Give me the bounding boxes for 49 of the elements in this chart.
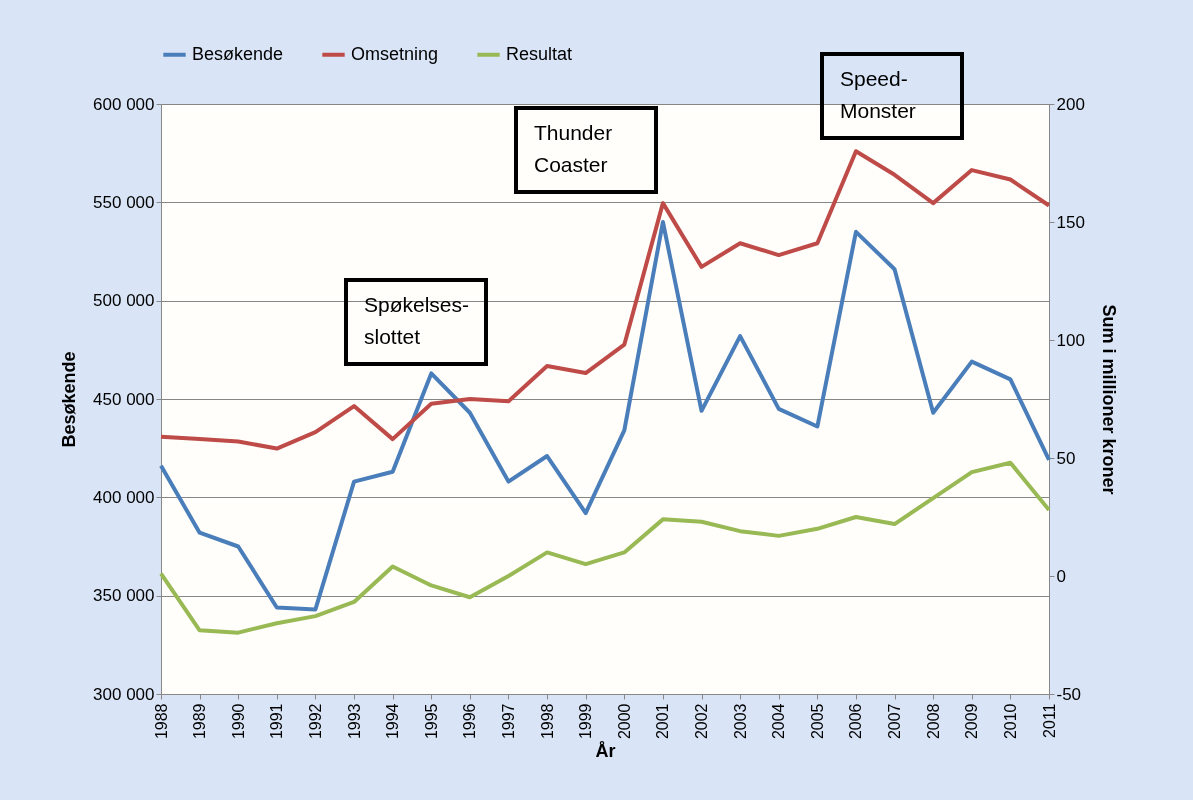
x-axis-title: År (595, 741, 616, 762)
y2-tick-label: -50 (1056, 684, 1082, 704)
legend-label: Resultat (506, 43, 573, 64)
x-tick-label: 2011 (1040, 703, 1058, 738)
x-tick-label: 1999 (577, 703, 595, 740)
line-series (159, 220, 1051, 612)
x-tick-label: 1992 (306, 703, 324, 740)
x-tick-label: 1998 (538, 703, 556, 740)
legend-label: Omsetning (351, 43, 439, 64)
x-tick-label: 2007 (886, 703, 904, 740)
x-tick-label: 2001 (654, 703, 672, 740)
x-tick-label: 1988 (152, 703, 170, 740)
x-tick-label: 2010 (1001, 703, 1019, 740)
y-tick-label: 450 000 (93, 389, 155, 409)
x-tick-label: 2006 (847, 703, 865, 740)
y-tick-label: 350 000 (93, 586, 155, 606)
x-tick-label: 1993 (345, 703, 363, 740)
y2-tick-label: 50 (1056, 448, 1076, 468)
x-tick-label: 2008 (924, 703, 942, 740)
y-tick-label: 300 000 (93, 684, 155, 704)
y2-tick-label: 0 (1056, 566, 1066, 586)
y-tick-label: 400 000 (93, 487, 155, 507)
x-tick-label: 2005 (808, 703, 826, 740)
y-tick-label: 500 000 (93, 291, 155, 311)
x-tick-label: 2002 (693, 703, 711, 740)
y-tick-label: 600 000 (93, 94, 155, 114)
x-tick-label: 2009 (963, 703, 981, 740)
x-tick-label: 1997 (499, 703, 517, 740)
line-series (159, 460, 1051, 635)
x-tick-label: 1990 (229, 703, 247, 740)
x-tick-label: 2004 (770, 703, 788, 740)
annotation: Speed-Monster (840, 67, 916, 122)
line-series (159, 149, 1051, 451)
y2-tick-label: 200 (1056, 94, 1085, 114)
annotation: Thunder Coaster (534, 121, 613, 176)
x-tick-label: 2003 (731, 703, 749, 740)
y-tick-label: 550 000 (93, 192, 155, 212)
x-tick-label: 1989 (191, 703, 209, 740)
annotation: Spøkelses-slottet (364, 293, 470, 348)
y2-tick-label: 100 (1056, 330, 1085, 350)
x-tick-label: 1996 (461, 703, 479, 740)
x-tick-label: 2000 (615, 703, 633, 740)
legend-label: Besøkende (192, 43, 284, 64)
x-tick-label: 1994 (384, 703, 402, 740)
y2-axis-title: Sum i millioner kroner (1098, 304, 1119, 495)
x-tick-label: 1991 (268, 703, 286, 740)
y2-tick-label: 150 (1056, 212, 1085, 232)
y-axis-title: Besøkende (59, 351, 80, 448)
x-tick-label: 1995 (422, 703, 440, 740)
